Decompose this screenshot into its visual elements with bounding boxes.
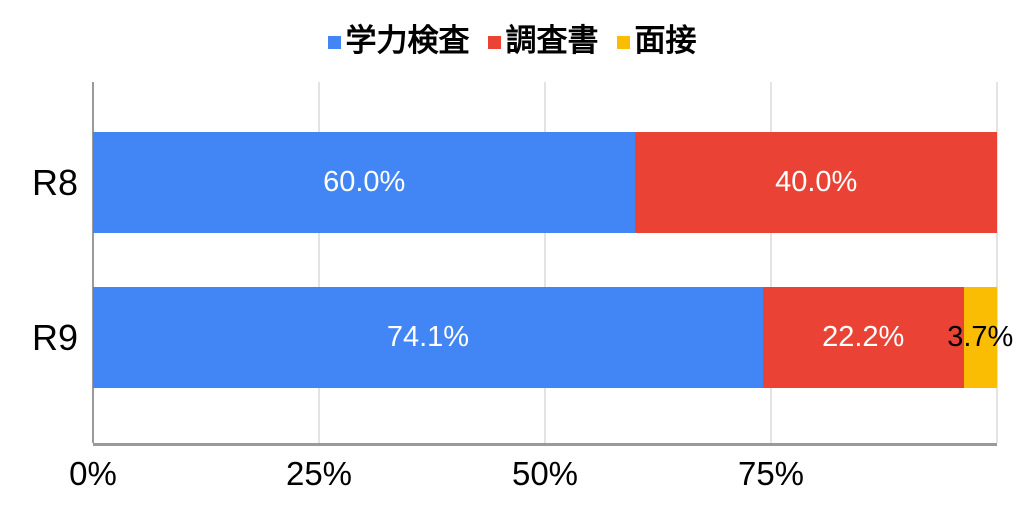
bar-R8: 60.0% 40.0% <box>93 132 997 233</box>
x-tick-label-25%: 25% <box>285 455 353 492</box>
x-axis-baseline <box>93 443 997 446</box>
x-tick-label-50%: 50% <box>511 455 579 492</box>
segment-value-label: 60.0% <box>323 166 406 198</box>
legend-swatch-icon <box>327 35 341 49</box>
segment-value-label: 22.2% <box>822 321 905 353</box>
legend-item-調査書: 調査書 <box>487 23 599 58</box>
segment-調査書-R9: 22.2% <box>762 287 964 388</box>
gridline-50 <box>544 82 546 443</box>
segment-面接-R9: 3.7% <box>947 287 1013 388</box>
segment-学力検査-R9: 74.1% <box>93 287 763 388</box>
legend-item-学力検査: 学力検査 <box>327 23 470 58</box>
segment-学力検査-R8: 60.0% <box>93 132 636 233</box>
x-tick-label-75%: 75% <box>737 455 805 492</box>
plot-area: 0% 25% 50% 75% 60.0% 40.0% 74.1% 22.2% 3.7% <box>69 82 1013 490</box>
legend-item-面接: 面接 <box>616 23 697 58</box>
category-label-R9: R9 <box>31 316 78 358</box>
segment-調査書-R8: 40.0% <box>635 132 997 233</box>
segment-value-label: 40.0% <box>775 166 858 198</box>
y-axis-line <box>92 82 94 443</box>
x-tick-label-0%: 0% <box>69 455 117 492</box>
legend-label: 調査書 <box>505 23 599 58</box>
category-label-R8: R8 <box>31 161 78 203</box>
gridline-25 <box>318 82 320 443</box>
legend-label: 面接 <box>634 23 697 58</box>
legend-label: 学力検査 <box>345 23 470 58</box>
legend: 学力検査 調査書 面接 <box>0 25 1024 56</box>
segment-value-label: 3.7% <box>947 321 1014 353</box>
legend-swatch-icon <box>487 35 501 49</box>
bar-R9: 74.1% 22.2% 3.7% <box>93 287 1013 388</box>
legend-swatch-icon <box>616 35 630 49</box>
gridline-75 <box>770 82 772 443</box>
gridline-100 <box>996 82 998 443</box>
segment-value-label: 74.1% <box>386 321 470 353</box>
category-labels: R8 R9 <box>0 82 78 443</box>
